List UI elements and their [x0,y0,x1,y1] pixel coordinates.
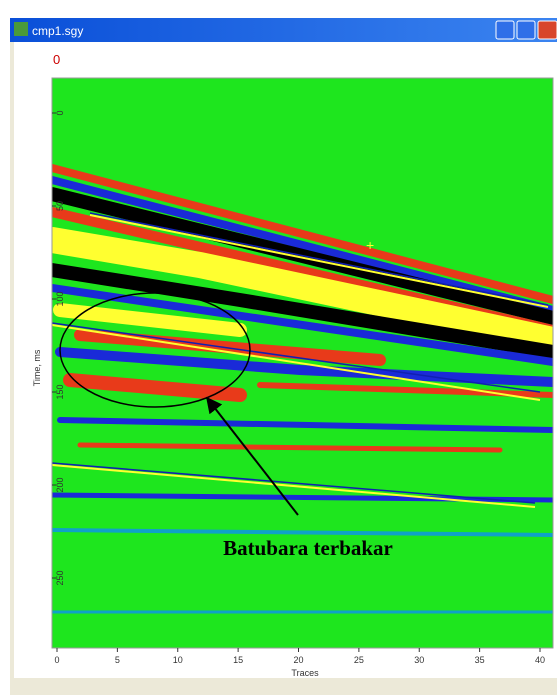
marker-label: 0 [53,52,60,67]
minimize-button[interactable] [496,21,514,39]
x-tick-label: 15 [233,655,243,665]
annotation: Batubara terbakar [223,536,393,560]
x-tick-label: 25 [354,655,364,665]
close-button[interactable] [538,21,557,39]
maximize-button[interactable] [517,21,535,39]
y-tick-label: 100 [55,291,65,306]
y-tick-label: 50 [55,201,65,211]
y-tick-label: 0 [55,110,65,115]
x-tick-label: 35 [475,655,485,665]
seismic-section: + [52,78,553,648]
x-tick-label: 10 [173,655,183,665]
status-bar [10,680,557,695]
svg-text:+: + [366,237,374,253]
x-tick-label: 5 [115,655,120,665]
y-tick-label: 200 [55,477,65,492]
y-tick-label: 250 [55,570,65,585]
y-axis-label: Time, ms [32,349,42,386]
app-icon [14,22,28,36]
y-tick-label: 150 [55,384,65,399]
window-title: cmp1.sgy [32,24,83,38]
x-tick-label: 40 [535,655,545,665]
x-tick-label: 30 [414,655,424,665]
x-tick-label: 20 [293,655,303,665]
x-tick-label: 0 [54,655,59,665]
page: cmp1.sgy 0 + [0,0,557,695]
title-bar [10,18,557,42]
screenshot: cmp1.sgy 0 + [0,0,557,695]
x-axis-label: Traces [291,668,319,678]
